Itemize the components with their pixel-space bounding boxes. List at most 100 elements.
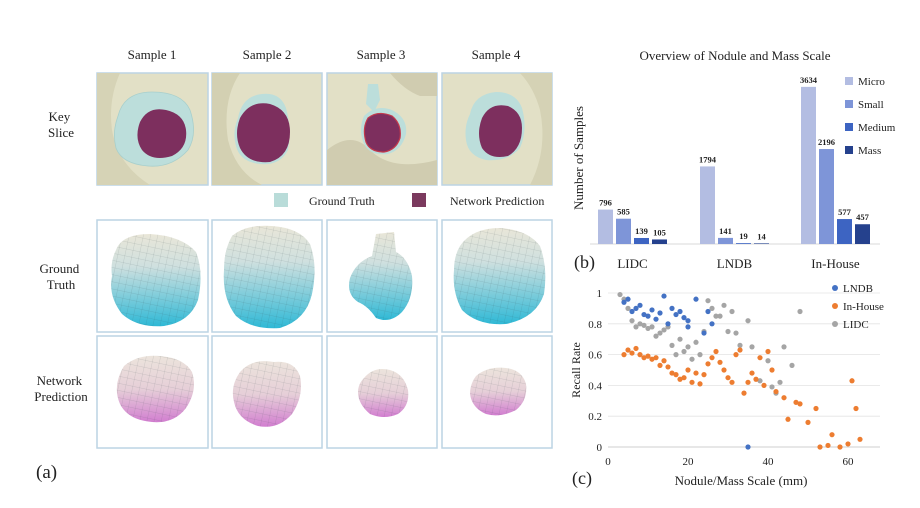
- bar-value-label: 577: [838, 207, 852, 217]
- panel-c-scatter-plot: Recall Rate Nodule/Mass Scale (mm) 0 0.2 0…: [569, 283, 884, 489]
- scatter-point-in-house: [677, 376, 683, 382]
- scatter-point-in-house: [769, 367, 775, 373]
- prediction-mesh-sample-3: [326, 335, 438, 449]
- bar-value-label: 1794: [699, 154, 717, 164]
- scatter-legend-marker-in-house: [832, 303, 838, 309]
- scatter-point-in-house: [757, 355, 763, 361]
- scatter-point-lidc: [765, 358, 771, 364]
- scatter-point-lidc: [661, 327, 667, 333]
- bar-lndb-mass: [754, 243, 769, 244]
- bar-category-label-lndb: LNDB: [717, 256, 753, 271]
- scatter-point-lndb: [653, 316, 659, 322]
- ground-truth-mesh-sample-4: [441, 219, 553, 333]
- scatter-point-in-house: [669, 370, 675, 376]
- scatter-point-lidc: [637, 321, 643, 327]
- bar-value-label: 457: [856, 212, 870, 222]
- scatter-point-lidc: [789, 362, 795, 368]
- column-header-sample-3: Sample 3: [357, 47, 406, 62]
- scatter-xlabel: Nodule/Mass Scale (mm): [675, 473, 808, 488]
- scatter-point-in-house: [737, 347, 743, 353]
- scatter-point-in-house: [729, 379, 735, 385]
- bar-value-label: 3634: [800, 75, 818, 85]
- scatter-point-lndb: [705, 308, 711, 315]
- scatter-point-lidc: [757, 378, 763, 384]
- scatter-ytick-label: 0.2: [588, 411, 602, 423]
- scatter-point-lndb: [677, 308, 683, 315]
- scatter-point-in-house: [709, 355, 715, 361]
- scatter-point-lidc: [693, 339, 699, 345]
- row-label-key-slice: Key Slice: [48, 109, 74, 140]
- scatter-point-lndb: [701, 330, 707, 336]
- scatter-point-lidc: [729, 308, 735, 315]
- scatter-point-lidc: [705, 298, 711, 304]
- scatter-point-in-house: [797, 401, 803, 407]
- scatter-point-in-house: [785, 416, 791, 422]
- scatter-point-lidc: [677, 336, 683, 342]
- column-header-sample-2: Sample 2: [243, 47, 292, 62]
- scatter-point-lndb: [709, 321, 715, 327]
- bar-lidc-small: [616, 218, 631, 244]
- scatter-point-lndb: [633, 305, 639, 311]
- panel-c-label: (c): [572, 468, 592, 489]
- scatter-point-in-house: [665, 364, 671, 370]
- scatter-point-lndb: [685, 318, 691, 324]
- bar-legend-swatch-mass: [845, 146, 853, 154]
- scatter-point-in-house: [773, 388, 779, 395]
- bar-chart-ylabel: Number of Samples: [571, 106, 586, 210]
- bar-value-label: 141: [719, 226, 732, 236]
- bar-value-label: 14: [757, 231, 766, 241]
- scatter-point-lidc: [713, 313, 719, 319]
- scatter-point-lndb: [645, 313, 651, 319]
- scatter-point-lidc: [657, 330, 663, 336]
- scatter-point-lidc: [721, 302, 727, 308]
- legend-swatch-network-prediction: [412, 193, 426, 207]
- prediction-mesh-sample-2: [211, 335, 323, 449]
- scatter-point-lidc: [737, 342, 743, 348]
- scatter-point-lidc: [685, 344, 691, 350]
- scatter-point-in-house: [805, 419, 811, 425]
- scatter-point-in-house: [825, 442, 831, 449]
- key-slice-sample-2: [211, 72, 323, 186]
- scatter-point-in-house: [741, 390, 747, 396]
- scatter-point-lidc: [745, 318, 751, 324]
- scatter-legend-marker-lndb: [832, 285, 838, 291]
- bar-value-label: 2196: [818, 137, 835, 147]
- bar-value-label: 796: [599, 198, 612, 208]
- scatter-legend-label-lndb: LNDB: [843, 283, 873, 295]
- bar-value-label: 585: [617, 207, 630, 217]
- scatter-ytick-label: 0.8: [588, 319, 602, 331]
- scatter-point-in-house: [689, 379, 695, 385]
- scatter-point-lndb: [681, 315, 687, 321]
- scatter-point-lndb: [669, 305, 675, 311]
- scatter-point-in-house: [857, 436, 863, 442]
- column-header-sample-1: Sample 1: [128, 47, 177, 62]
- bar-legend-label-medium: Medium: [858, 122, 896, 134]
- scatter-point-in-house: [817, 444, 823, 450]
- scatter-point-lndb: [661, 293, 667, 299]
- scatter-point-in-house: [697, 381, 703, 387]
- scatter-point-in-house: [661, 358, 667, 364]
- scatter-point-lidc: [645, 325, 651, 332]
- scatter-point-lndb: [657, 310, 663, 316]
- scatter-point-lidc: [633, 324, 639, 330]
- ground-truth-mesh-sample-2: [211, 219, 323, 333]
- bar-lndb-micro: [700, 166, 715, 244]
- scatter-point-lidc: [781, 344, 787, 350]
- scatter-point-in-house: [645, 353, 651, 359]
- panel-b-label: (b): [574, 252, 595, 273]
- panel-b-bar-chart: Overview of Nodule and Mass Scale Number…: [571, 48, 896, 273]
- scatter-point-in-house: [753, 376, 759, 382]
- scatter-point-in-house: [845, 441, 851, 447]
- bar-legend-label-micro: Micro: [858, 76, 885, 88]
- scatter-point-lndb: [621, 299, 627, 305]
- scatter-point-in-house: [673, 372, 679, 378]
- scatter-point-in-house: [637, 352, 643, 358]
- scatter-legend-marker-lidc: [832, 321, 838, 327]
- scatter-point-in-house: [685, 367, 691, 373]
- scatter-point-lndb: [693, 296, 699, 302]
- bar-legend-swatch-micro: [845, 77, 853, 85]
- bar-in-house-micro: [801, 86, 816, 244]
- scatter-point-in-house: [681, 375, 687, 381]
- scatter-point-in-house: [765, 348, 771, 355]
